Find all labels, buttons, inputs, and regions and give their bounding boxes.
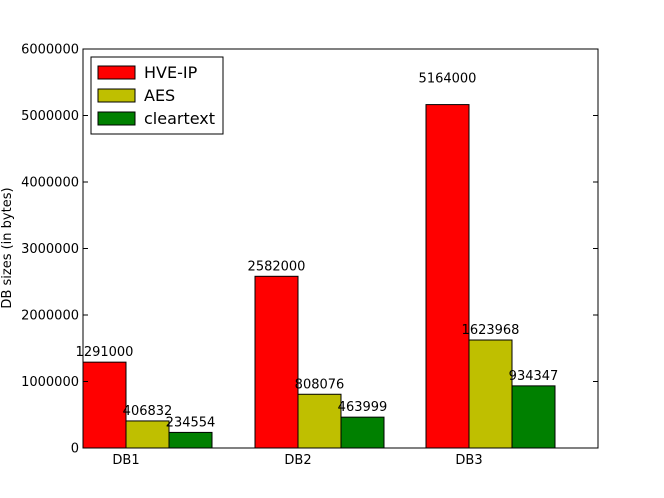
x-tick-label: DB2 — [284, 453, 311, 468]
legend-label: AES — [144, 86, 175, 105]
x-tick-label: DB1 — [112, 453, 139, 468]
legend-label: cleartext — [144, 109, 215, 128]
y-tick-label: 0 — [71, 442, 79, 457]
data-label: 234554 — [166, 415, 216, 430]
y-tick-label: 3000000 — [21, 242, 79, 257]
bar-cleartext-db3 — [511, 385, 556, 449]
data-label: 1623968 — [462, 323, 520, 338]
legend-label: HVE-IP — [144, 63, 198, 82]
y-tick-label: 6000000 — [21, 43, 79, 58]
data-label: 406832 — [123, 404, 173, 419]
y-tick-label: 4000000 — [21, 176, 79, 191]
legend-swatch — [97, 111, 136, 126]
y-axis: 0 1000000 2000000 3000000 4000000 5000000 6000… — [21, 43, 598, 457]
bar-cleartext-db2 — [340, 416, 385, 449]
data-label: 1291000 — [76, 345, 134, 360]
bar-hve-ip-db1 — [82, 361, 127, 449]
y-tick-label: 1000000 — [21, 375, 79, 390]
data-label: 808076 — [295, 377, 345, 392]
y-tick-label: 5000000 — [21, 109, 79, 124]
bar-hve-ip-db3 — [425, 104, 470, 449]
bars-group — [82, 104, 556, 449]
data-label: 463999 — [338, 400, 388, 415]
bar-aes-db1 — [125, 420, 170, 449]
data-label: 5164000 — [419, 72, 477, 87]
legend: HVE-IP AES cleartext — [90, 56, 224, 135]
bar-aes-db3 — [468, 339, 513, 449]
legend-swatch — [97, 65, 136, 80]
bar-aes-db2 — [297, 393, 342, 449]
data-label: 934347 — [509, 369, 559, 384]
y-axis-title: DB sizes (in bytes) — [0, 187, 15, 308]
x-axis: DB1 DB2 DB3 — [112, 453, 482, 468]
legend-swatch — [97, 88, 136, 103]
bar-cleartext-db1 — [168, 431, 213, 449]
bar-hve-ip-db2 — [254, 275, 299, 449]
y-tick-label: 2000000 — [21, 309, 79, 324]
data-label: 2582000 — [248, 259, 306, 274]
x-tick-label: DB3 — [455, 453, 482, 468]
